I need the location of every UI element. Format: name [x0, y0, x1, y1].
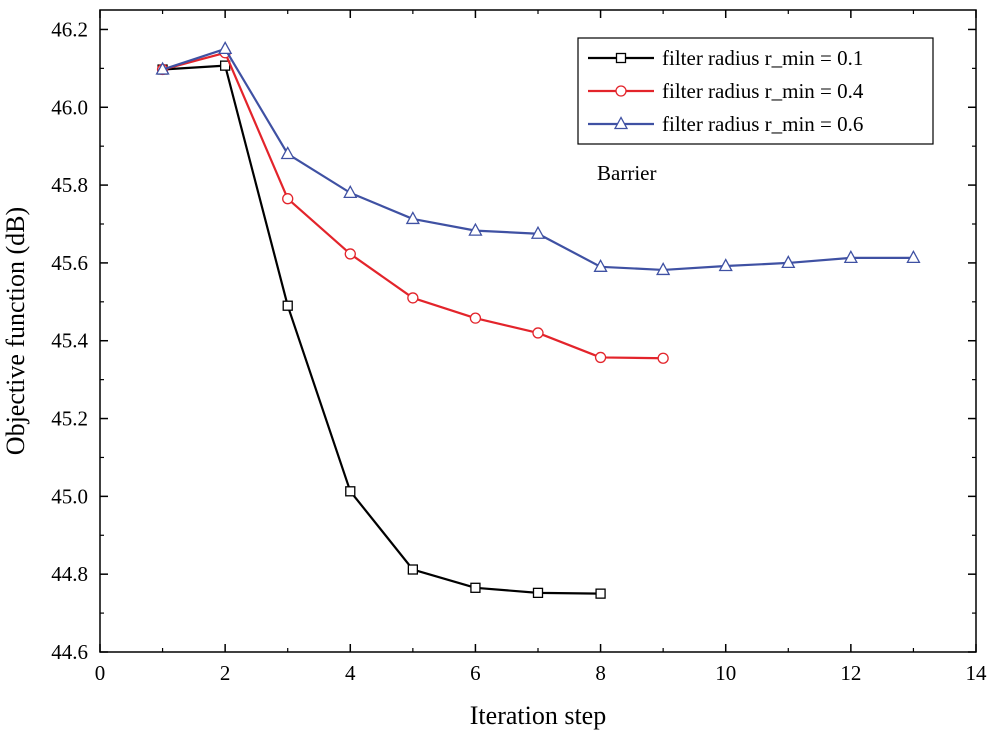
x-tick-label: 2	[220, 661, 231, 685]
legend-entry-2: filter radius r_min = 0.4	[588, 79, 864, 103]
y-tick-label: 45.0	[51, 484, 88, 508]
x-tick-label: 4	[345, 661, 356, 685]
series-3-point	[218, 41, 233, 55]
series-3-point	[906, 249, 921, 264]
y-tick-label: 45.8	[51, 173, 88, 197]
series-2-point	[532, 327, 544, 339]
x-tick-label: 12	[840, 661, 861, 685]
series-layer	[155, 41, 921, 599]
x-axis-title: Iteration step	[470, 701, 606, 730]
series-3-point	[343, 185, 358, 199]
series-1-point	[282, 300, 293, 311]
series-2-point	[407, 292, 419, 304]
legend-label: filter radius r_min = 0.1	[662, 46, 863, 70]
series-3-point	[656, 262, 671, 276]
series-1-point	[407, 564, 419, 575]
y-tick-label: 44.6	[51, 640, 88, 664]
legend-entry-1: filter radius r_min = 0.1	[588, 46, 863, 70]
series-3-point	[405, 211, 420, 225]
x-tick-label: 6	[470, 661, 481, 685]
legend-label: filter radius r_min = 0.4	[662, 79, 864, 103]
series-1-point	[532, 587, 544, 599]
series-3-point	[530, 225, 546, 239]
y-tick-label: 45.2	[51, 407, 88, 431]
series-1-point	[595, 588, 606, 599]
series-1-line	[162, 64, 601, 595]
series-2-point	[344, 248, 356, 260]
labels-layer: Iteration step Objective function (dB) B…	[1, 161, 656, 730]
series-2-point	[282, 193, 294, 205]
legend: filter radius r_min = 0.1 filter radius r…	[577, 37, 934, 145]
y-axis-title: Objective function (dB)	[1, 207, 30, 455]
series-3-point	[468, 222, 483, 236]
series-1-point	[470, 582, 481, 593]
series-2-point	[594, 351, 607, 364]
x-tick-label: 14	[966, 661, 988, 685]
series-3-point	[280, 146, 295, 160]
legend-marker	[615, 52, 627, 64]
legend-marker	[613, 116, 629, 130]
series-3	[155, 41, 921, 276]
series-3-point	[593, 258, 608, 272]
series-2-point	[657, 352, 669, 364]
series-3-point	[781, 255, 796, 269]
barrier-annotation: Barrier	[597, 161, 656, 185]
y-tick-label: 44.8	[51, 562, 88, 586]
y-tick-label: 46.2	[51, 17, 88, 41]
series-3-point	[155, 61, 170, 75]
y-tick-label: 45.6	[51, 251, 88, 275]
legend-marker	[615, 85, 627, 97]
axis-ticks-layer: 0 2 4 6 8 10 12 14 44.6 44.8 45.0 45.2 45.4 45.6 45.8 4…	[51, 10, 987, 685]
x-tick-label: 8	[595, 661, 606, 685]
legend-label: filter radius r_min = 0.6	[662, 112, 863, 136]
series-2-point	[469, 312, 482, 324]
legend-entry-3: filter radius r_min = 0.6	[588, 112, 863, 136]
series-1-point	[345, 486, 356, 497]
series-3-point	[843, 249, 858, 264]
y-tick-label: 45.4	[51, 329, 88, 353]
y-tick-label: 46.0	[51, 95, 88, 119]
series-3-point	[718, 258, 733, 272]
x-tick-label: 0	[95, 661, 106, 685]
x-tick-label: 10	[715, 661, 736, 685]
